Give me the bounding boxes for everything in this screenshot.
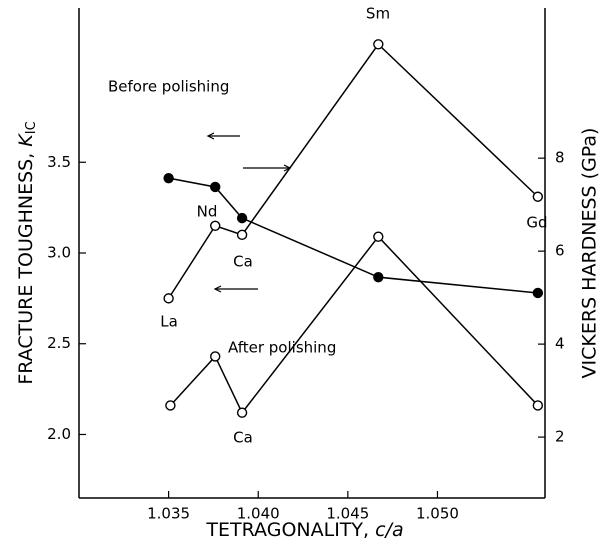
y2-tick-label: 2 (555, 428, 565, 446)
y2-tick-label: 8 (555, 149, 565, 167)
annotation: Nd (197, 203, 218, 221)
arrow-head (213, 285, 222, 293)
y2-axis-label: VICKERS HARDNESS (GPa) (579, 128, 601, 379)
x-label-text: TETRAGONALITY, (205, 519, 375, 541)
data-point (163, 293, 174, 304)
y-label-subscript: IC (24, 121, 39, 134)
data-point (532, 287, 544, 299)
data-point (373, 271, 384, 283)
x-tick-label: 1.045 (326, 505, 369, 523)
x-label-symbol: c/a (375, 519, 404, 541)
arrows (206, 132, 292, 293)
x-axis-label: TETRAGONALITY, c/a (205, 519, 403, 541)
series-line (168, 177, 538, 294)
arrow-head (206, 132, 215, 140)
data-point (210, 220, 221, 231)
data-point (236, 212, 248, 224)
x-tick-label: 1.040 (237, 505, 280, 523)
data-point (373, 231, 384, 242)
data-point (532, 191, 544, 202)
data-point (165, 400, 176, 411)
y-axis-label: FRACTURE TOUGHNESS, KIC (15, 121, 39, 384)
annotation: Before polishing (108, 78, 229, 96)
annotation: Sm (366, 5, 390, 23)
x-tick-label: 1.035 (147, 505, 190, 523)
annotation: Ca (233, 429, 253, 447)
y-tick-label: 3.5 (47, 153, 71, 171)
x-tick-label: 1.050 (416, 505, 459, 523)
data-point (236, 229, 248, 241)
annotation: Gd (526, 214, 547, 232)
data-point (373, 39, 384, 50)
y-label-text: FRACTURE TOUGHNESS, (15, 147, 37, 385)
annotation: La (160, 313, 178, 331)
data-point (532, 400, 544, 411)
y-tick-label: 2.0 (47, 425, 71, 443)
y-tick-label: 2.5 (47, 334, 71, 352)
series-line (169, 235, 539, 415)
y-label-symbol: K (15, 133, 37, 147)
annotation: After polishing (228, 339, 336, 357)
data-point (210, 181, 221, 193)
y-tick-label: 3.0 (47, 244, 71, 262)
data-point (163, 172, 174, 184)
annotation: Ca (233, 253, 253, 271)
y2-tick-label: 6 (555, 242, 565, 260)
data-point (236, 407, 248, 418)
data-point (210, 351, 221, 362)
y2-tick-label: 4 (555, 335, 565, 353)
